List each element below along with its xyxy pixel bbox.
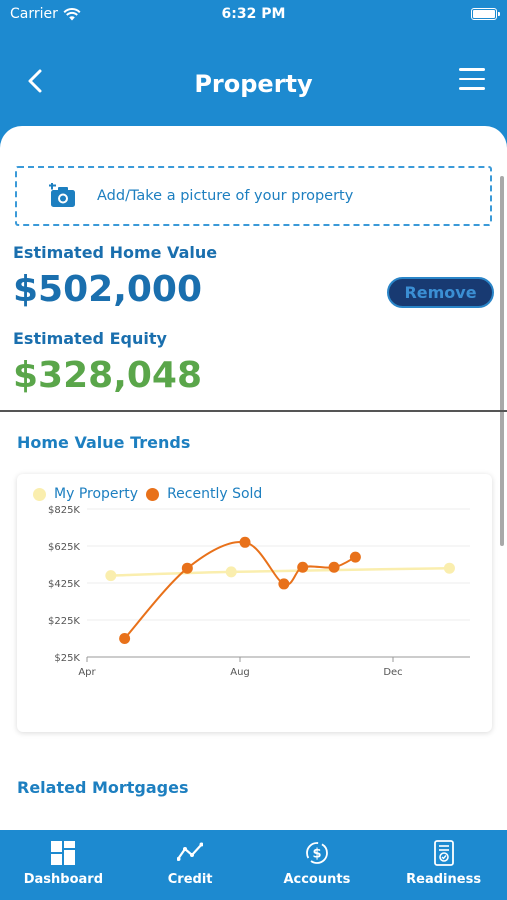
series-line-recently-sold	[123, 540, 356, 640]
tab-dashboard[interactable]: Dashboard	[0, 830, 127, 900]
estimated-home-value-label: Estimated Home Value	[13, 243, 218, 262]
tab-accounts-label: Accounts	[283, 872, 351, 887]
carrier-info: Carrier	[10, 6, 81, 22]
data-point-my-property[interactable]	[225, 566, 237, 578]
add-photo-label: Add/Take a picture of your property	[97, 188, 354, 204]
wifi-icon	[63, 7, 81, 20]
series-line-my-property	[110, 566, 450, 577]
x-tick-label: Dec	[383, 667, 402, 678]
svg-text:$: $	[312, 847, 321, 862]
data-point-recently-sold[interactable]	[181, 562, 193, 574]
page-title: Property	[194, 70, 313, 98]
estimated-home-value: $502,000	[13, 269, 203, 310]
tab-dashboard-label: Dashboard	[23, 872, 104, 887]
add-photo-button[interactable]: Add/Take a picture of your property	[15, 166, 492, 226]
legend-item-my-property[interactable]: My Property	[33, 486, 138, 502]
status-bar: Carrier 6:32 PM	[0, 0, 507, 30]
property-content[interactable]: Add/Take a picture of your property Esti…	[0, 126, 507, 830]
chart-legend: My Property Recently Sold	[33, 486, 270, 502]
y-tick-label: $25K	[54, 653, 80, 664]
dashboard-icon	[51, 841, 76, 865]
data-point-recently-sold[interactable]	[119, 633, 131, 644]
chart-plot: $825K $625K $425K $225K $25K Apr Aug Dec	[48, 505, 470, 678]
carrier-label: Carrier	[10, 6, 58, 22]
scrollbar[interactable]	[500, 176, 504, 546]
tab-credit[interactable]: Credit	[127, 830, 254, 900]
y-tick-label: $625K	[48, 542, 80, 553]
data-point-recently-sold[interactable]	[297, 561, 309, 573]
related-mortgages-title: Related Mortgages	[17, 778, 189, 797]
battery-icon	[471, 8, 500, 20]
status-time: 6:32 PM	[221, 6, 286, 22]
credit-trend-icon	[177, 842, 204, 861]
y-tick-label: $425K	[48, 579, 80, 590]
nav-header: Property	[0, 50, 507, 120]
data-point-recently-sold[interactable]	[278, 578, 290, 590]
y-tick-label: $825K	[48, 505, 80, 516]
legend-dot-my-property	[33, 487, 46, 501]
data-point-recently-sold[interactable]	[349, 551, 361, 563]
y-tick-label: $225K	[48, 616, 80, 627]
data-point-recently-sold[interactable]	[328, 561, 340, 573]
x-tick-label: Apr	[78, 667, 96, 678]
accounts-dollar-icon: $	[305, 842, 328, 864]
estimated-equity-label: Estimated Equity	[13, 329, 167, 348]
readiness-document-icon	[433, 840, 454, 866]
hamburger-menu-icon[interactable]	[459, 68, 485, 90]
legend-label-recently-sold: Recently Sold	[167, 486, 263, 502]
data-point-recently-sold[interactable]	[239, 536, 251, 548]
add-camera-icon	[49, 183, 75, 207]
remove-button[interactable]: Remove	[387, 277, 494, 308]
legend-dot-recently-sold	[146, 487, 160, 501]
tab-accounts[interactable]: $ Accounts	[254, 830, 381, 900]
estimated-equity-value: $328,048	[13, 355, 203, 396]
tab-credit-label: Credit	[167, 872, 213, 887]
tab-bar: Dashboard Credit $ Accounts Readiness	[0, 830, 507, 900]
tab-readiness[interactable]: Readiness	[380, 830, 507, 900]
legend-item-recently-sold[interactable]: Recently Sold	[146, 486, 262, 502]
section-divider	[0, 410, 507, 412]
home-value-trends-title: Home Value Trends	[17, 433, 191, 452]
home-value-chart: $825K $625K $425K $225K $25K Apr Aug Dec My Pro…	[17, 474, 492, 732]
tab-readiness-label: Readiness	[406, 872, 482, 887]
x-tick-label: Aug	[230, 667, 250, 678]
data-point-my-property[interactable]	[443, 562, 455, 574]
data-point-my-property[interactable]	[105, 570, 117, 582]
back-chevron-icon[interactable]	[22, 65, 50, 97]
legend-label-my-property: My Property	[54, 486, 139, 502]
